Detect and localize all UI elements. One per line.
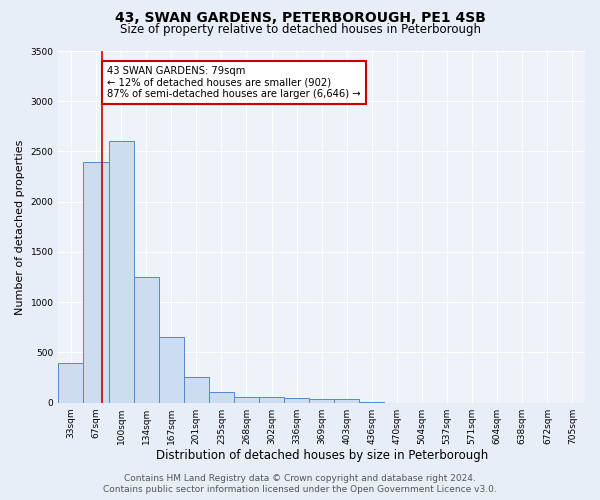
Bar xyxy=(234,396,259,402)
Bar xyxy=(184,376,209,402)
Bar xyxy=(58,362,83,403)
X-axis label: Distribution of detached houses by size in Peterborough: Distribution of detached houses by size … xyxy=(155,450,488,462)
Bar xyxy=(83,162,109,402)
Text: Contains HM Land Registry data © Crown copyright and database right 2024.
Contai: Contains HM Land Registry data © Crown c… xyxy=(103,474,497,494)
Text: 43, SWAN GARDENS, PETERBOROUGH, PE1 4SB: 43, SWAN GARDENS, PETERBOROUGH, PE1 4SB xyxy=(115,11,485,25)
Text: Size of property relative to detached houses in Peterborough: Size of property relative to detached ho… xyxy=(119,22,481,36)
Bar xyxy=(334,399,359,402)
Bar xyxy=(109,142,134,402)
Text: 43 SWAN GARDENS: 79sqm
← 12% of detached houses are smaller (902)
87% of semi-de: 43 SWAN GARDENS: 79sqm ← 12% of detached… xyxy=(107,66,361,100)
Bar xyxy=(134,277,159,402)
Bar xyxy=(284,398,309,402)
Bar xyxy=(209,392,234,402)
Bar xyxy=(309,399,334,402)
Bar xyxy=(159,338,184,402)
Bar xyxy=(259,397,284,402)
Y-axis label: Number of detached properties: Number of detached properties xyxy=(15,139,25,314)
